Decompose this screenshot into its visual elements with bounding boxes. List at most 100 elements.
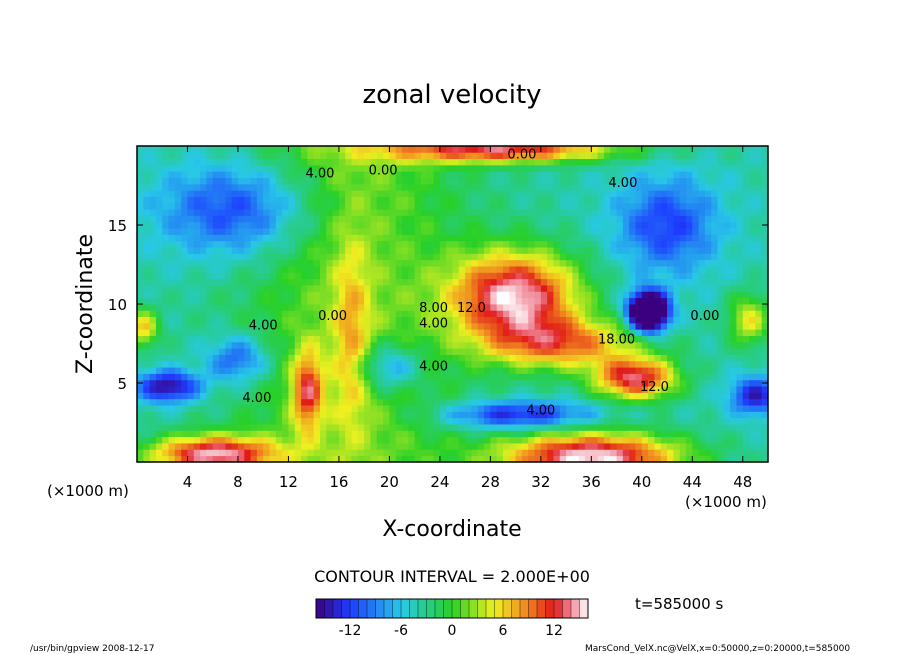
field-cell [572,373,580,381]
field-cell [275,272,283,280]
field-cell [326,278,334,286]
field-cell [351,259,359,267]
field-cell [446,360,453,368]
field-cell [269,449,277,457]
field-cell [679,430,687,438]
field-cell [528,171,535,178]
field-cell [193,171,201,178]
field-cell [225,398,233,406]
field-cell [717,215,725,223]
field-cell [256,316,264,324]
field-cell [420,146,428,153]
field-cell [717,183,725,191]
field-cell [717,202,725,210]
field-cell [553,424,561,431]
field-cell [635,379,643,387]
field-cell [755,411,763,419]
field-cell [465,164,472,172]
field-cell [553,411,561,419]
field-cell [648,190,655,197]
field-cell [288,228,296,235]
field-cell [553,183,561,191]
field-cell [193,386,201,393]
field-cell [370,386,378,393]
field-cell [206,152,214,160]
field-cell [484,360,491,368]
field-cell [496,379,504,387]
field-cell [244,436,251,444]
field-cell [685,171,693,178]
field-cell [502,322,510,330]
field-cell [319,411,327,419]
field-cell [692,202,699,210]
field-cell [452,297,460,305]
field-cell [452,417,460,425]
field-cell [237,424,245,431]
field-cell [351,405,359,412]
field-cell [755,329,763,336]
field-cell [187,164,195,172]
field-cell [250,146,258,153]
field-cell [219,228,226,235]
field-cell [307,177,315,185]
field-cell [219,386,226,393]
field-cell [679,209,687,216]
field-cell [364,386,371,393]
field-cell [395,335,403,343]
field-cell [502,310,510,318]
field-cell [559,436,567,444]
field-cell [559,171,567,178]
field-cell [528,221,535,229]
field-cell [585,310,592,318]
field-cell [465,240,472,248]
field-cell [364,329,371,336]
field-cell [263,304,270,311]
field-cell [345,322,352,330]
field-cell [307,386,315,393]
field-cell [332,436,340,444]
field-cell [578,278,586,286]
field-cell [730,335,737,343]
field-cell [578,392,586,400]
field-cell [458,341,466,349]
field-cell [174,202,182,210]
field-cell [547,436,554,444]
field-cell [275,259,283,267]
field-cell [433,253,441,261]
field-cell [219,335,226,343]
field-cell [622,146,630,153]
field-cell [402,285,409,292]
field-cell [502,221,510,229]
field-cell [376,417,384,425]
field-cell [723,449,731,457]
field-cell [427,297,434,305]
field-cell [572,316,580,324]
field-cell [420,278,428,286]
field-cell [629,152,636,160]
field-cell [219,278,226,286]
field-cell [137,424,144,431]
field-cell [383,367,390,374]
field-cell [364,234,371,242]
field-cell [736,449,744,457]
field-cell [490,171,498,178]
field-cell [244,335,251,343]
field-cell [641,367,649,374]
field-cell [761,177,768,185]
field-cell [452,335,460,343]
field-cell [660,291,668,299]
field-cell [376,354,384,362]
field-cell [206,335,214,343]
field-cell [572,449,580,457]
field-cell [749,272,756,280]
field-cell [471,443,479,450]
field-cell [755,417,763,425]
field-cell [717,177,725,185]
field-cell [585,240,592,248]
field-cell [225,316,233,324]
field-cell [654,278,662,286]
field-cell [143,386,151,393]
field-cell [446,411,453,419]
field-cell [269,424,277,431]
field-cell [597,240,605,248]
